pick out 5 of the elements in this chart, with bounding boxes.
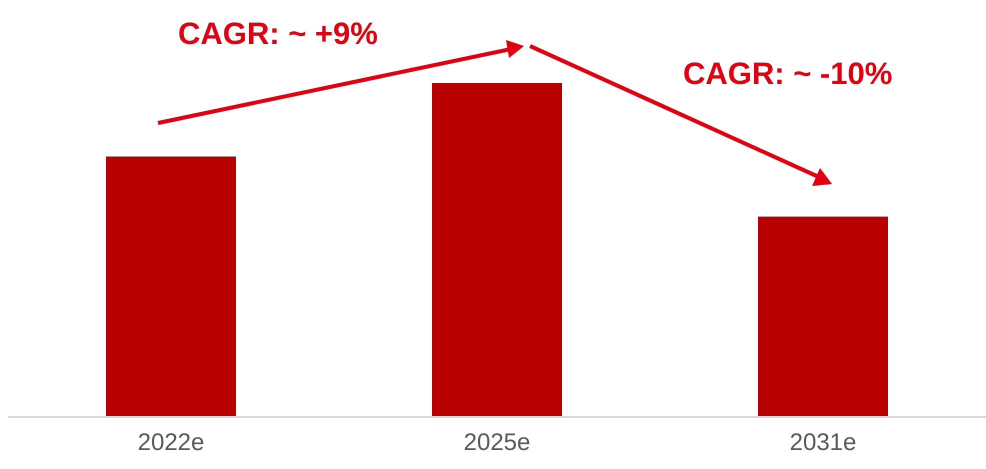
annotation: CAGR: ~ -10% (683, 56, 892, 92)
x-tick-label: 2025e (464, 429, 530, 456)
x-tick-label: 2022e (138, 429, 204, 456)
x-tick-label: 2031e (790, 429, 856, 456)
text: CAGR: ~ +9% (178, 16, 378, 52)
